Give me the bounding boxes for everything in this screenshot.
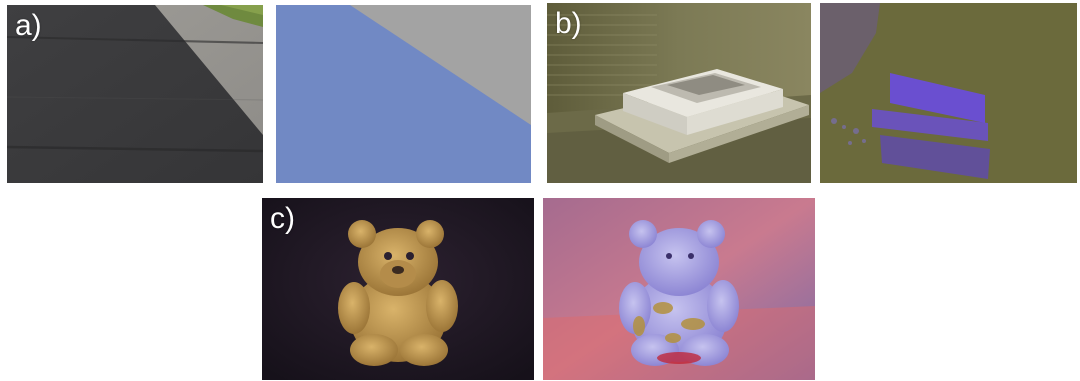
panel-b-segmentation-map xyxy=(820,3,1077,183)
panel-label-b: b) xyxy=(555,7,582,40)
sidewalk-photo-image xyxy=(7,5,263,183)
panel-c-segmentation-map xyxy=(543,198,815,380)
panel-label-a: a) xyxy=(15,9,42,42)
segmentation-map-a xyxy=(276,5,531,183)
panel-label-c: c) xyxy=(270,202,295,235)
teddy-bear-photo-image xyxy=(262,198,534,380)
architectural-model-photo xyxy=(547,3,811,183)
segmentation-map-c xyxy=(543,198,815,380)
panel-c-teddy-bear-photo: c) xyxy=(262,198,534,380)
panel-a-segmentation-map xyxy=(276,5,531,183)
panel-b-model-photo: b) xyxy=(547,3,811,183)
segmentation-map-b xyxy=(820,3,1077,183)
panel-a-sidewalk-photo: a) xyxy=(7,5,263,183)
